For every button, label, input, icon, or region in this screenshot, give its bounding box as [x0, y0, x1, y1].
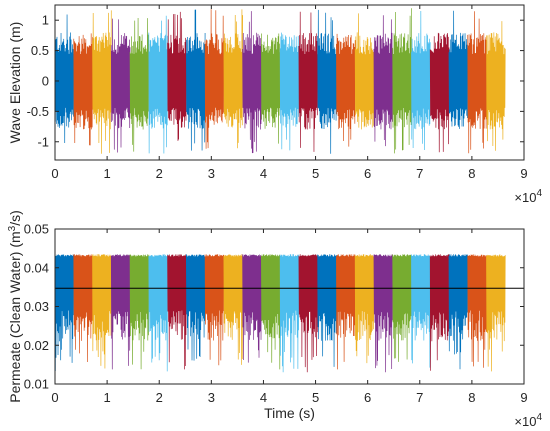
wave-elevation-y-axis-label: Wave Elevation (m)	[7, 22, 23, 144]
permeate-segment	[148, 254, 168, 372]
permeate-segment	[317, 254, 337, 367]
wave-elevation-axes: 0 1 2 3 4 5 6 7 8 9 -1 -0.5 0 0.5 1 Wave Elevation (m…	[7, 4, 542, 205]
permeate-segment	[204, 254, 225, 366]
wave-elevation-segment	[317, 9, 337, 154]
permeate-segment	[298, 254, 318, 373]
x-tick-label: 8	[468, 166, 475, 181]
wave-elevation-segment	[279, 32, 300, 151]
permeate-segment	[429, 254, 450, 371]
wave-elevation-segment	[242, 11, 262, 154]
permeate-segment	[411, 254, 431, 368]
x-tick-label: 0	[51, 166, 58, 181]
wave-elevation-segment	[373, 15, 394, 147]
wave-elevation-y-ticks: -1 -0.5 0 0.5 1	[27, 13, 524, 149]
permeate-segment	[467, 254, 487, 368]
x-tick-label: 5	[312, 390, 319, 405]
permeate-segment	[261, 254, 281, 370]
x-tick-label: 4	[260, 166, 267, 181]
x-tick-label: 8	[468, 390, 475, 405]
permeate-segment	[392, 254, 412, 362]
wave-elevation-segment	[204, 9, 225, 149]
wave-elevation-segment	[54, 14, 75, 144]
x-tick-label: 7	[416, 166, 423, 181]
permeate-segment	[242, 254, 262, 363]
wave-elevation-segment	[129, 17, 150, 152]
wave-elevation-axes-frame	[54, 4, 525, 161]
wave-elevation-segment	[148, 15, 168, 154]
permeate-segment	[54, 254, 75, 372]
permeate-segment	[223, 254, 243, 365]
y-tick-label: 0.5	[31, 43, 49, 58]
permeate-segment	[448, 254, 469, 370]
permeate-segment	[373, 254, 394, 373]
permeate-segment	[73, 254, 93, 363]
x-tick-label: 7	[416, 390, 423, 405]
wave-elevation-segment	[223, 9, 243, 149]
permeate-segment	[279, 254, 300, 373]
wave-elevation-series	[54, 8, 506, 154]
wave-elevation-x-ticks: 0 1 2 3 4 5 6 7 8 9	[51, 5, 528, 181]
permeate-y-ticks: 0.01 0.02 0.03 0.04 0.05	[24, 222, 524, 392]
wave-elevation-segment	[467, 11, 487, 154]
permeate-axes: 0 1 2 3 4 5 6 7 8 9 0.01 0.02 0.03 0.04 0.05 Permeate…	[7, 210, 542, 429]
permeate-segment	[110, 254, 131, 370]
x-tick-label: 1	[103, 390, 110, 405]
wave-elevation-segment	[429, 32, 450, 153]
y-tick-label: 0	[42, 73, 49, 88]
wave-elevation-x-multiplier: ×104	[514, 188, 542, 205]
permeate-series	[54, 254, 506, 373]
permeate-y-axis-label: Permeate (Clean Water) (m3/s)	[7, 210, 23, 403]
x-tick-label: 5	[312, 166, 319, 181]
wave-elevation-segment	[448, 10, 469, 129]
x-tick-label: 0	[51, 390, 58, 405]
permeate-segment	[167, 254, 187, 370]
wave-elevation-segment	[73, 33, 93, 146]
wave-elevation-segment	[336, 33, 356, 147]
y-tick-label: -1	[37, 134, 49, 149]
permeate-x-ticks: 0 1 2 3 4 5 6 7 8 9	[51, 229, 528, 405]
x-tick-label: 9	[520, 166, 527, 181]
permeate-segment	[486, 254, 506, 372]
x-tick-label: 1	[103, 166, 110, 181]
x-tick-label: 9	[520, 390, 527, 405]
permeate-segment	[185, 254, 206, 361]
x-tick-label: 6	[364, 166, 371, 181]
x-tick-label: 2	[156, 390, 163, 405]
wave-elevation-segment	[110, 18, 131, 153]
y-tick-label: -0.5	[27, 104, 49, 119]
permeate-x-multiplier: ×104	[514, 412, 542, 429]
y-tick-label: 1	[42, 13, 49, 28]
y-tick-label: 0.04	[24, 260, 49, 275]
x-tick-label: 2	[156, 166, 163, 181]
wave-elevation-segment	[486, 21, 506, 151]
wave-elevation-segment	[185, 9, 206, 151]
wave-elevation-segment	[411, 10, 431, 151]
permeate-segment	[354, 254, 375, 364]
y-tick-label: 0.03	[24, 299, 49, 314]
x-tick-label: 3	[208, 390, 215, 405]
y-tick-label: 0.02	[24, 338, 49, 353]
y-tick-label: 0.01	[24, 377, 49, 392]
permeate-x-axis-label: Time (s)	[264, 405, 315, 421]
wave-elevation-segment	[392, 8, 412, 154]
y-tick-label: 0.05	[24, 222, 49, 237]
x-tick-label: 4	[260, 390, 267, 405]
wave-elevation-segment	[92, 10, 112, 154]
wave-elevation-segment	[167, 11, 187, 141]
wave-elevation-segment	[261, 33, 281, 144]
wave-elevation-segment	[354, 13, 375, 130]
wave-elevation-segment	[298, 11, 318, 152]
x-tick-label: 3	[208, 166, 215, 181]
permeate-segment	[129, 254, 150, 370]
permeate-segment	[92, 254, 112, 369]
permeate-segment	[336, 254, 356, 370]
x-tick-label: 6	[364, 390, 371, 405]
